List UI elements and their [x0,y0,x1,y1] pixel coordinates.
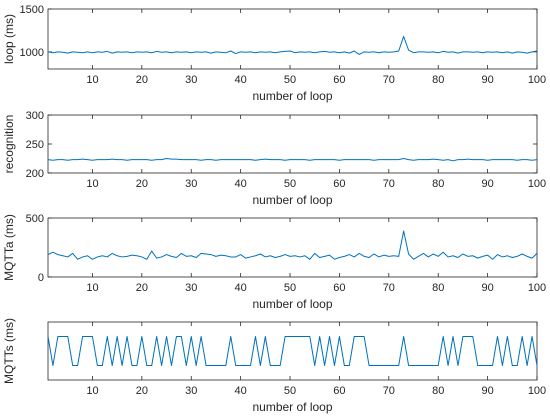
x-tick-label: 20 [136,385,148,397]
x-tick-label: 70 [383,178,395,190]
y-tick-label: 200 [26,168,44,180]
x-tick-label: 50 [284,178,296,190]
subplot-2: recognition number of loop 10 20 30 40 50 60 7… [2,110,546,207]
x-tick-label: 100 [528,178,546,190]
x-tick-label: 70 [383,385,395,397]
x-tick-label: 10 [86,74,98,86]
x-tick-label: 80 [432,385,444,397]
subplot-4: MQTTs (ms) number of loop 10 20 30 40 50 60 70… [2,318,546,414]
x-tick-label: 30 [185,282,197,294]
subplot-3: MQTTa (ms) number of loop 10 20 30 40 50 60 70… [2,213,546,311]
x-tick-label: 90 [481,385,493,397]
x-tick-label: 10 [86,385,98,397]
x-tick-label: 100 [528,282,546,294]
series-line [47,158,538,162]
subplot-1: loop (ms) number of loop 10 20 30 40 50 60 70 8… [2,4,546,103]
series-line [47,35,538,55]
x-tick-label: 60 [333,385,345,397]
x-tick-label: 40 [235,282,247,294]
series-line [47,336,538,366]
y-tick-label: 250 [26,139,44,151]
x-tick-label: 20 [136,74,148,86]
x-tick-label: 40 [235,178,247,190]
x-tick-label: 80 [432,282,444,294]
x-tick-label: 90 [481,282,493,294]
x-tick-label: 40 [235,74,247,86]
x-tick-label: 10 [86,282,98,294]
series-line [47,230,538,260]
x-tick-label: 80 [432,74,444,86]
x-tick-label: 70 [383,74,395,86]
x-tick-label: 100 [528,385,546,397]
x-tick-label: 30 [185,178,197,190]
plot-frame [47,8,538,70]
x-tick-label: 60 [333,282,345,294]
x-tick-label: 20 [136,282,148,294]
x-tick-label: 30 [185,74,197,86]
x-tick-label: 20 [136,178,148,190]
y-tick-label: 1500 [20,4,44,16]
plot-frame [47,114,538,174]
x-tick-label: 90 [481,74,493,86]
plot-frame [47,217,538,278]
x-tick-label: 10 [86,178,98,190]
x-tick-label: 90 [481,178,493,190]
x-tick-label: 70 [383,282,395,294]
x-tick-label: 60 [333,178,345,190]
y-axis-label: MQTTa (ms) [2,214,16,281]
y-axis-label: MQTTs (ms) [2,318,16,384]
x-tick-label: 50 [284,282,296,294]
plot-frame [47,321,538,381]
x-tick-label: 50 [284,74,296,86]
y-tick-label: 500 [26,213,44,225]
x-axis-label: number of loop [252,89,332,103]
y-tick-label: 0 [38,272,44,284]
x-axis-label: number of loop [252,193,332,207]
x-tick-label: 80 [432,178,444,190]
y-axis-label: recognition [2,115,16,174]
y-tick-label: 1000 [20,47,44,59]
x-tick-label: 60 [333,74,345,86]
y-axis-label: loop (ms) [2,14,16,64]
x-tick-label: 100 [528,74,546,86]
x-axis-label: number of loop [252,400,332,414]
x-axis-label: number of loop [252,297,332,311]
x-tick-label: 30 [185,385,197,397]
x-tick-label: 50 [284,385,296,397]
x-tick-label: 40 [235,385,247,397]
y-tick-label: 300 [26,110,44,122]
